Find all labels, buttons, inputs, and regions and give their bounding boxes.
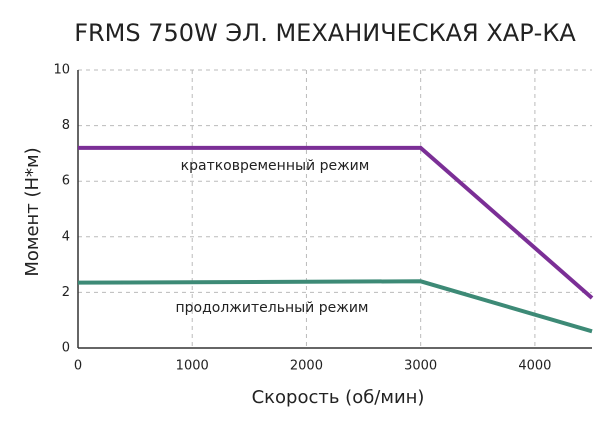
series-label: кратковременный режим <box>181 158 370 174</box>
x-tick-label: 1000 <box>176 359 209 374</box>
x-tick-label: 2000 <box>290 359 323 374</box>
y-tick-label: 10 <box>53 63 70 78</box>
y-axis-label: Момент (Н*м) <box>22 147 43 276</box>
y-tick-label: 8 <box>62 118 70 133</box>
x-tick-label: 0 <box>74 359 82 374</box>
x-axis-label: Скорость (об/мин) <box>252 387 425 408</box>
x-tick-label: 3000 <box>404 359 437 374</box>
y-tick-label: 2 <box>62 285 70 300</box>
y-tick-label: 0 <box>62 341 70 356</box>
chart-title: FRMS 750W ЭЛ. МЕХАНИЧЕСКАЯ ХАР-КА <box>74 19 576 47</box>
x-tick-label: 4000 <box>518 359 551 374</box>
line <box>77 279 593 334</box>
y-tick-label: 6 <box>62 174 70 189</box>
series-label: продолжительный режим <box>175 300 368 316</box>
line <box>78 145 594 300</box>
y-tick-label: 4 <box>62 229 70 244</box>
